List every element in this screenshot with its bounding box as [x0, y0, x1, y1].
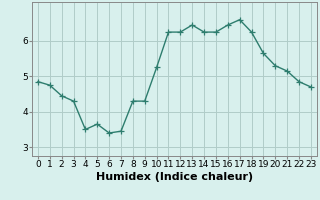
X-axis label: Humidex (Indice chaleur): Humidex (Indice chaleur) [96, 172, 253, 182]
